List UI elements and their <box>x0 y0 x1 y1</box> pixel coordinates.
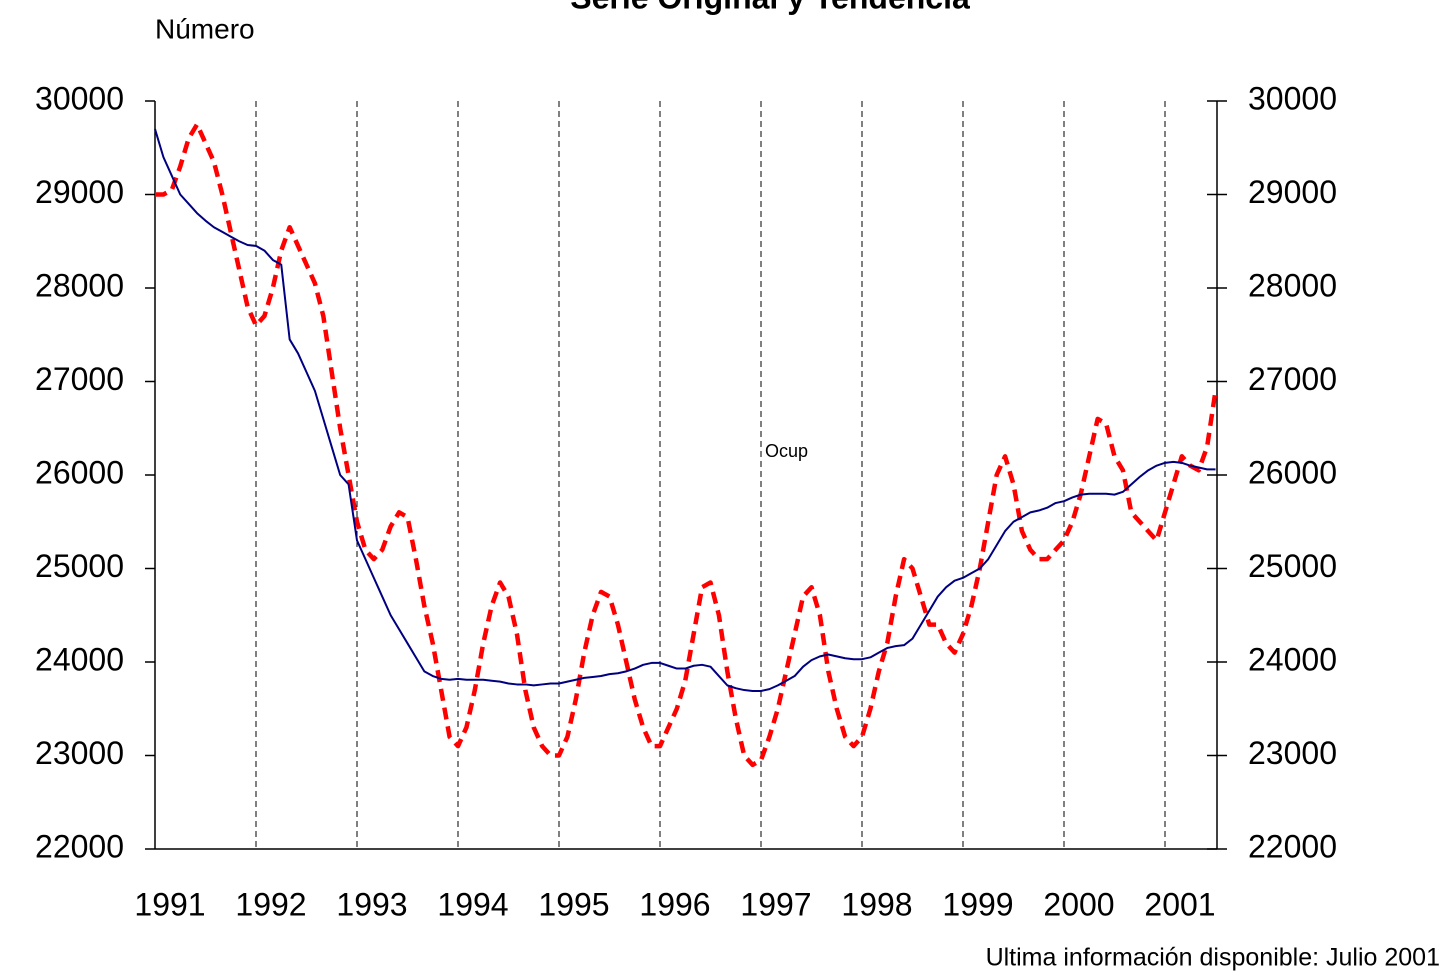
x-tick-label: 1995 <box>538 886 609 922</box>
x-tick-label: 1994 <box>437 886 508 922</box>
y2-tick-label: 28000 <box>1248 267 1337 303</box>
y-tick-label: 25000 <box>35 548 124 584</box>
x-tick-label: 1999 <box>942 886 1013 922</box>
y-tick-label: 22000 <box>35 828 124 864</box>
annotation: Ocup <box>765 441 808 461</box>
x-tick-label: 2000 <box>1043 886 1114 922</box>
y-tick-label: 24000 <box>35 641 124 677</box>
y2-tick-label: 24000 <box>1248 641 1337 677</box>
x-tick-label: 1997 <box>740 886 811 922</box>
y-axis-label: Número <box>155 13 255 44</box>
y2-tick-label: 30000 <box>1248 80 1337 116</box>
y2-tick-label: 25000 <box>1248 548 1337 584</box>
y-tick-label: 23000 <box>35 735 124 771</box>
x-tick-label: 2001 <box>1144 886 1215 922</box>
y-tick-label: 26000 <box>35 454 124 490</box>
footer: Ultima información disponible: Julio 200… <box>986 944 1440 972</box>
x-tick-label: 1992 <box>235 886 306 922</box>
y2-tick-label: 29000 <box>1248 174 1337 210</box>
y2-tick-label: 22000 <box>1248 828 1337 864</box>
y-tick-label: 29000 <box>35 174 124 210</box>
x-tick-label: 1991 <box>134 886 205 922</box>
y-tick-label: 30000 <box>35 80 124 116</box>
y2-tick-label: 23000 <box>1248 735 1337 771</box>
y2-tick-label: 26000 <box>1248 454 1337 490</box>
series-line <box>154 128 1216 692</box>
x-tick-label: 1996 <box>639 886 710 922</box>
y2-tick-label: 27000 <box>1248 361 1337 397</box>
x-tick-label: 1993 <box>336 886 407 922</box>
x-tick-label: 1998 <box>841 886 912 922</box>
series-line <box>155 122 1218 768</box>
y-tick-label: 28000 <box>35 267 124 303</box>
chart-title: Serie Original y Tendencia <box>570 0 970 15</box>
y-tick-label: 27000 <box>35 361 124 397</box>
